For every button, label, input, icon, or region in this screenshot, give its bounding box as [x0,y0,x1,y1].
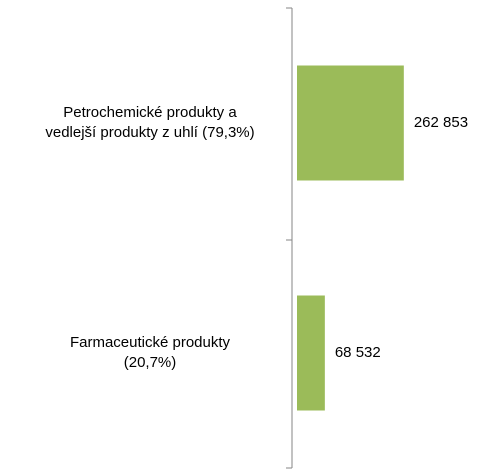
value-label: 262 853 [414,114,468,131]
value-label: 68 532 [335,344,381,361]
category-label: Farmaceutické produkty (20,7%) [70,334,231,371]
bar [297,295,325,411]
bar [297,65,404,181]
category-label: Petrochemické produkty a vedlejší produkt… [45,104,254,141]
